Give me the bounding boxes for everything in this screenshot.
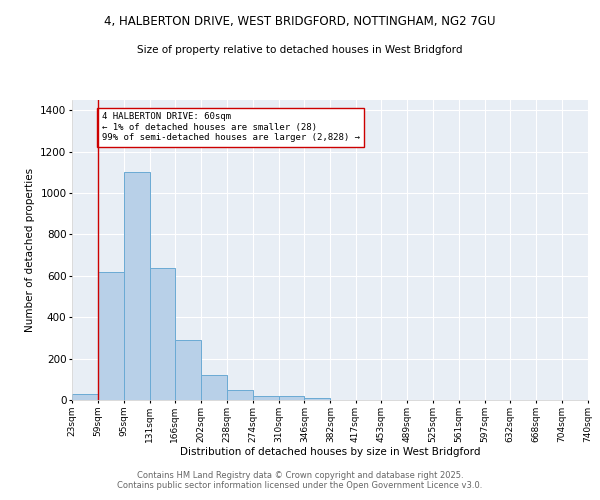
Text: 4, HALBERTON DRIVE, WEST BRIDGFORD, NOTTINGHAM, NG2 7GU: 4, HALBERTON DRIVE, WEST BRIDGFORD, NOTT… bbox=[104, 15, 496, 28]
X-axis label: Distribution of detached houses by size in West Bridgford: Distribution of detached houses by size … bbox=[180, 448, 480, 458]
Bar bbox=[278, 396, 304, 400]
Text: Contains HM Land Registry data © Crown copyright and database right 2025.
Contai: Contains HM Land Registry data © Crown c… bbox=[118, 470, 482, 490]
Bar bbox=[175, 340, 201, 400]
Bar bbox=[304, 398, 331, 400]
Bar bbox=[253, 396, 278, 400]
Bar bbox=[98, 272, 124, 400]
Bar bbox=[201, 375, 227, 400]
Bar bbox=[227, 390, 253, 400]
Bar bbox=[150, 268, 175, 400]
Text: Size of property relative to detached houses in West Bridgford: Size of property relative to detached ho… bbox=[137, 45, 463, 55]
Bar bbox=[124, 172, 150, 400]
Text: 4 HALBERTON DRIVE: 60sqm
← 1% of detached houses are smaller (28)
99% of semi-de: 4 HALBERTON DRIVE: 60sqm ← 1% of detache… bbox=[101, 112, 359, 142]
Y-axis label: Number of detached properties: Number of detached properties bbox=[25, 168, 35, 332]
Bar bbox=[72, 394, 98, 400]
